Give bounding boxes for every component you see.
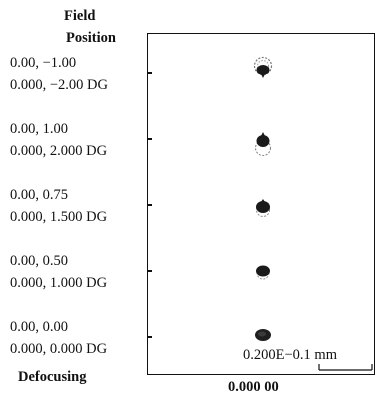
field-angle-text: 0.000, 1.000 DG: [10, 275, 108, 291]
field-angle-text: 0.000, −2.00 DG: [10, 77, 108, 93]
field-position-text: 0.00, 0.00: [10, 319, 68, 335]
row-tick-3: [147, 270, 152, 272]
field-angle-text: 0.000, 1.500 DG: [10, 209, 108, 225]
field-angle-text: 0.000, 2.000 DG: [10, 143, 108, 159]
row-tick-2: [147, 204, 152, 206]
header-line2: Position: [66, 30, 116, 46]
field-position-text: 0.00, −1.00: [10, 55, 77, 71]
defocusing-label: Defocusing: [18, 369, 87, 385]
row-tick-1: [147, 138, 152, 140]
spot-1: [254, 132, 272, 157]
field-position-text: 0.00, 0.75: [10, 187, 68, 203]
row-tick-0: [147, 72, 152, 74]
row-tick-4: [147, 336, 152, 338]
scale-label: 0.200E−0.1 mm: [243, 347, 337, 363]
spot-0: [253, 56, 273, 78]
spot-4: [255, 329, 271, 341]
spot-2: [256, 199, 270, 217]
defocus-value: 0.000 00: [228, 379, 279, 395]
spot-3: [256, 265, 270, 280]
scale-bar: [318, 364, 373, 371]
field-position-text: 0.00, 1.00: [10, 121, 68, 137]
header-line1: Field: [64, 8, 96, 24]
field-angle-text: 0.000, 0.000 DG: [10, 341, 108, 357]
field-position-text: 0.00, 0.50: [10, 253, 68, 269]
